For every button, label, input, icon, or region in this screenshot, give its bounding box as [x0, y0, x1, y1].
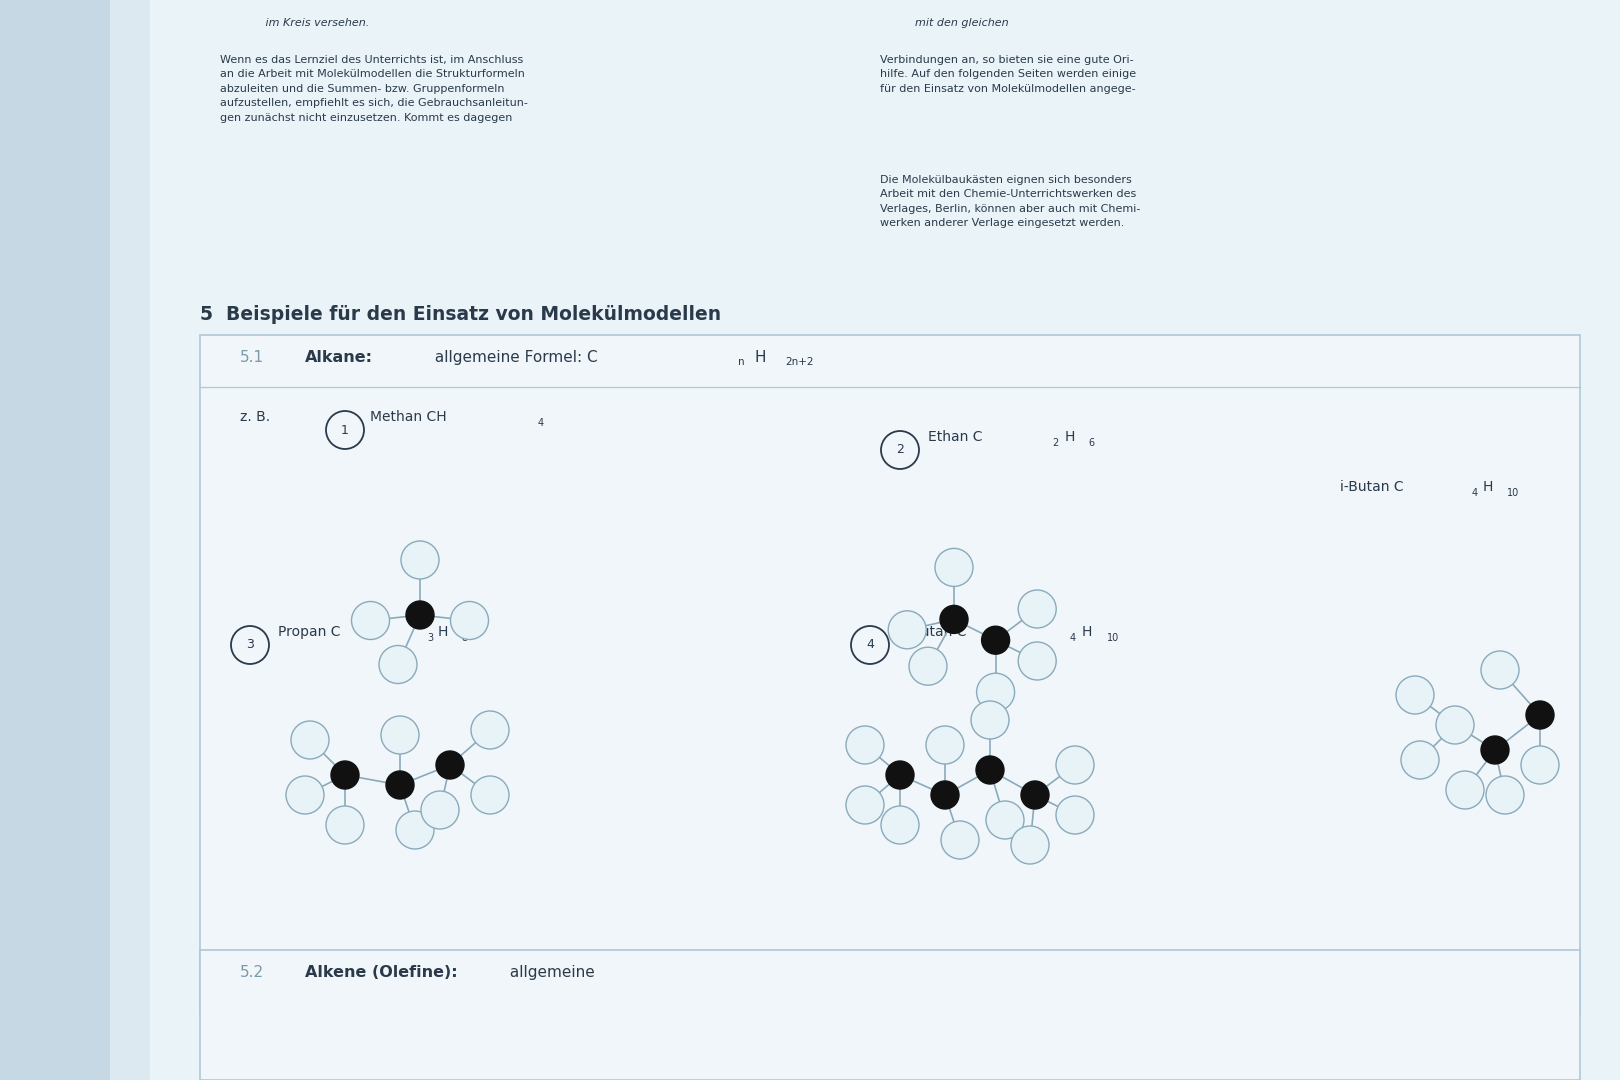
- Circle shape: [927, 726, 964, 764]
- Text: Verbindungen an, so bieten sie eine gute Ori-
hilfe. Auf den folgenden Seiten we: Verbindungen an, so bieten sie eine gute…: [880, 55, 1136, 94]
- Text: im Kreis versehen.: im Kreis versehen.: [220, 18, 369, 28]
- Circle shape: [1447, 771, 1484, 809]
- Circle shape: [1021, 781, 1050, 809]
- Text: Alkane:: Alkane:: [305, 350, 373, 365]
- Circle shape: [846, 726, 885, 764]
- Text: H: H: [1082, 625, 1092, 639]
- Text: n: n: [739, 357, 745, 367]
- Circle shape: [379, 646, 416, 684]
- Text: 5.2: 5.2: [240, 966, 264, 980]
- Text: Wenn es das Lernziel des Unterrichts ist, im Anschluss
an die Arbeit mit Molekül: Wenn es das Lernziel des Unterrichts ist…: [220, 55, 528, 123]
- Text: 3: 3: [246, 638, 254, 651]
- Text: allgemeine Formel: C: allgemeine Formel: C: [429, 350, 598, 365]
- Circle shape: [436, 751, 463, 779]
- Circle shape: [888, 611, 927, 649]
- Circle shape: [1011, 826, 1050, 864]
- FancyBboxPatch shape: [199, 950, 1580, 1080]
- Text: mit den gleichen: mit den gleichen: [880, 18, 1009, 28]
- Text: allgemeine: allgemeine: [505, 966, 595, 980]
- Text: Propan C: Propan C: [279, 625, 340, 639]
- Text: 4: 4: [538, 418, 544, 428]
- Circle shape: [931, 781, 959, 809]
- Circle shape: [1396, 676, 1434, 714]
- Text: 6: 6: [1089, 438, 1094, 448]
- Circle shape: [407, 600, 434, 629]
- Circle shape: [1526, 701, 1554, 729]
- Text: n-Butan C: n-Butan C: [897, 625, 967, 639]
- Circle shape: [940, 606, 969, 633]
- Text: H: H: [755, 350, 766, 365]
- Text: 10: 10: [1507, 488, 1520, 498]
- Text: Methan CH: Methan CH: [369, 410, 447, 424]
- Circle shape: [941, 821, 978, 859]
- Text: 2: 2: [1051, 438, 1058, 448]
- Circle shape: [471, 777, 509, 814]
- Text: 5  Beispiele für den Einsatz von Molekülmodellen: 5 Beispiele für den Einsatz von Molekülm…: [199, 305, 721, 324]
- Text: 2: 2: [896, 444, 904, 457]
- Text: 2n+2: 2n+2: [786, 357, 813, 367]
- Circle shape: [386, 771, 415, 799]
- Circle shape: [292, 721, 329, 759]
- FancyBboxPatch shape: [0, 0, 110, 1080]
- Circle shape: [287, 777, 324, 814]
- Circle shape: [1056, 796, 1094, 834]
- Circle shape: [1019, 642, 1056, 680]
- Text: i-Butan C: i-Butan C: [1340, 480, 1403, 494]
- Text: Alkene (Olefine):: Alkene (Olefine):: [305, 966, 457, 980]
- Circle shape: [1401, 741, 1439, 779]
- Circle shape: [326, 806, 364, 843]
- Circle shape: [935, 549, 974, 586]
- Circle shape: [982, 626, 1009, 654]
- Text: 8: 8: [462, 633, 467, 643]
- Text: H: H: [1482, 480, 1494, 494]
- FancyBboxPatch shape: [110, 0, 1620, 1080]
- Circle shape: [330, 761, 360, 789]
- FancyBboxPatch shape: [151, 0, 1620, 1080]
- Circle shape: [450, 602, 489, 639]
- Text: Die Molekülbaukästen eignen sich besonders
Arbeit mit den Chemie-Unterrichtswerk: Die Molekülbaukästen eignen sich besonde…: [880, 175, 1140, 228]
- Circle shape: [846, 786, 885, 824]
- Circle shape: [909, 647, 948, 685]
- Circle shape: [402, 541, 439, 579]
- Text: H: H: [437, 625, 449, 639]
- Circle shape: [1056, 746, 1094, 784]
- Circle shape: [395, 811, 434, 849]
- Circle shape: [471, 711, 509, 750]
- Text: Ethan C: Ethan C: [928, 430, 982, 444]
- Circle shape: [1481, 651, 1520, 689]
- Circle shape: [975, 756, 1004, 784]
- Circle shape: [421, 791, 458, 829]
- FancyBboxPatch shape: [199, 335, 1580, 1015]
- Text: 4: 4: [867, 638, 873, 651]
- Circle shape: [886, 761, 914, 789]
- Text: 4: 4: [1069, 633, 1076, 643]
- Text: 4: 4: [1473, 488, 1477, 498]
- Circle shape: [352, 602, 389, 639]
- Text: 10: 10: [1106, 633, 1119, 643]
- Circle shape: [1521, 746, 1558, 784]
- Circle shape: [977, 673, 1014, 712]
- Text: z. B.: z. B.: [240, 410, 271, 424]
- Text: 1: 1: [342, 423, 348, 436]
- Circle shape: [1486, 777, 1524, 814]
- Circle shape: [381, 716, 420, 754]
- Circle shape: [970, 701, 1009, 739]
- Circle shape: [1481, 735, 1508, 764]
- Text: 5.1: 5.1: [240, 350, 264, 365]
- Text: H: H: [1064, 430, 1076, 444]
- Circle shape: [1435, 706, 1474, 744]
- Circle shape: [987, 801, 1024, 839]
- Circle shape: [881, 806, 919, 843]
- Text: 3: 3: [428, 633, 433, 643]
- Circle shape: [1019, 590, 1056, 627]
